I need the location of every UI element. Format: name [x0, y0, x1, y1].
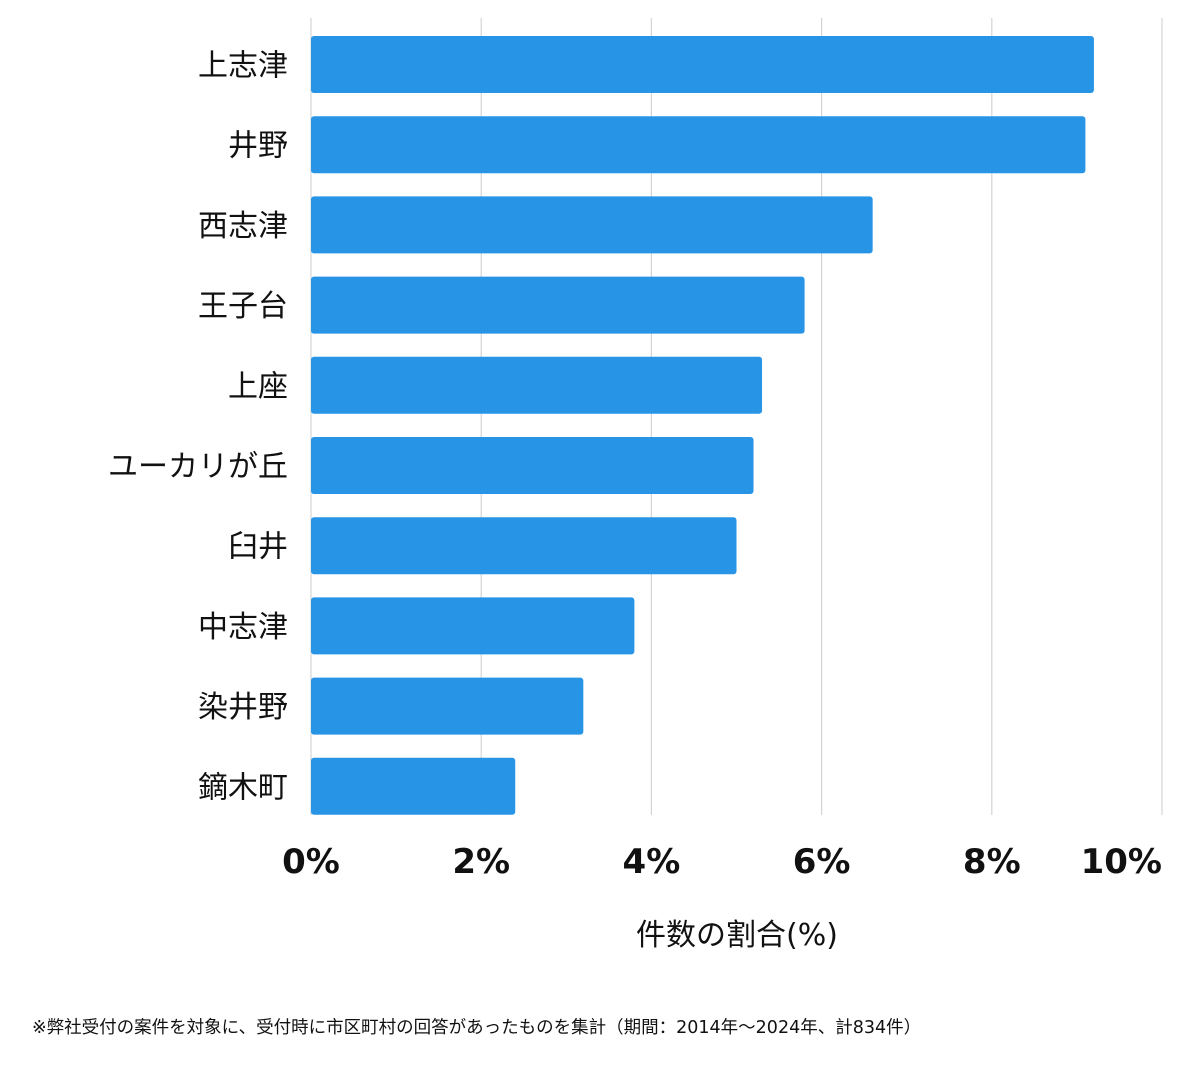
- x-tick-label-2: 4%: [623, 842, 681, 882]
- x-tick-label-0: 0%: [282, 842, 340, 882]
- category-label-9: 鏑木町: [198, 770, 288, 805]
- category-label-8: 染井野: [198, 690, 288, 725]
- category-label-1: 井野: [228, 129, 288, 164]
- x-tick-label-1: 2%: [452, 842, 510, 882]
- bar-0: [311, 36, 1094, 93]
- category-label-6: 臼井: [228, 530, 288, 565]
- category-label-5: ユーカリが丘: [108, 450, 288, 485]
- x-tick-label-4: 8%: [963, 842, 1021, 882]
- x-tick-label-5: 10%: [1081, 842, 1162, 882]
- bars: [311, 36, 1094, 815]
- bar-4: [311, 356, 763, 414]
- x-tick-label-3: 6%: [793, 842, 851, 882]
- bar-5: [311, 437, 754, 494]
- x-tick-labels: 0% 2% 4% 6% 8% 10%: [282, 842, 1162, 882]
- x-axis-title: 件数の割合(%): [636, 918, 838, 953]
- bar-8: [311, 677, 584, 735]
- footnote: ※弊社受付の案件を対象に、受付時に市区町村の回答があったものを集計（期間：201…: [32, 1018, 922, 1038]
- bar-9: [311, 757, 516, 815]
- category-label-3: 王子台: [198, 289, 288, 324]
- bar-1: [311, 116, 1086, 174]
- bar-6: [311, 517, 737, 575]
- bar-3: [311, 276, 805, 334]
- category-label-2: 西志津: [198, 209, 288, 244]
- category-label-0: 上志津: [198, 49, 288, 84]
- category-label-4: 上座: [228, 369, 288, 404]
- bar-7: [311, 597, 635, 655]
- bar-2: [311, 196, 873, 254]
- category-label-7: 中志津: [198, 610, 288, 645]
